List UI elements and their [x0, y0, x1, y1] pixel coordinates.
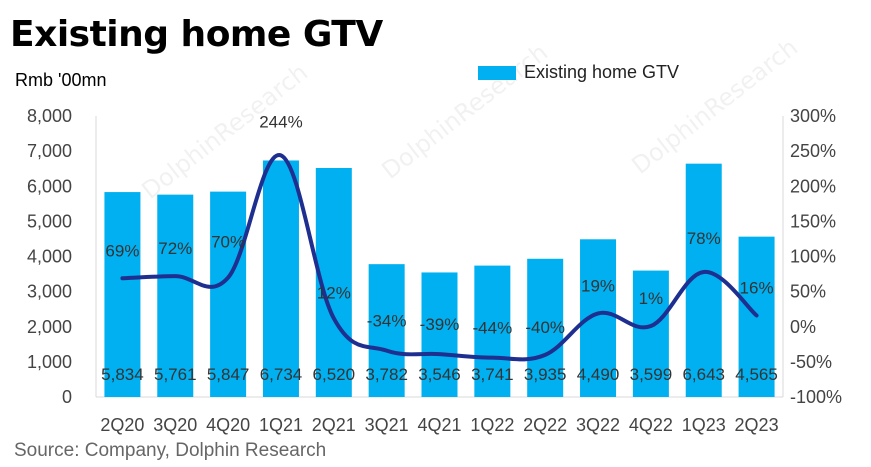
- bar-data-label: 3,599: [630, 365, 673, 384]
- bar-1Q21: [262, 160, 299, 397]
- right-axis-tick-label: 250%: [790, 141, 836, 161]
- source-note: Source: Company, Dolphin Research: [14, 440, 327, 461]
- bar-data-label: 3,935: [524, 365, 567, 384]
- bar-4Q22: [632, 270, 669, 397]
- x-axis-tick-label: 2Q20: [100, 415, 144, 435]
- bar-3Q20: [157, 194, 194, 397]
- x-axis-tick-label: 2Q21: [312, 415, 356, 435]
- right-axis-tick-label: 150%: [790, 211, 836, 231]
- line-data-label: -34%: [367, 312, 407, 331]
- legend-label: Existing home GTV: [524, 62, 680, 82]
- line-data-label: -40%: [525, 318, 565, 337]
- line-data-label: 72%: [158, 239, 192, 258]
- left-axis-tick-label: 8,000: [27, 106, 72, 126]
- left-axis-tick-label: 3,000: [27, 282, 72, 302]
- bar-2Q22: [527, 258, 564, 397]
- bar-data-label: 6,520: [313, 365, 356, 384]
- left-axis-tick-label: 5,000: [27, 211, 72, 231]
- yoy-growth-line: [120, 153, 759, 362]
- left-axis-tick-label: 6,000: [27, 176, 72, 196]
- legend-swatch: [478, 65, 516, 80]
- left-axis-tick-label: 4,000: [27, 247, 72, 267]
- left-axis-tick-label: 7,000: [27, 141, 72, 161]
- line-data-label: 69%: [105, 241, 139, 260]
- bar-1Q22: [474, 265, 511, 397]
- bar-data-label: 3,782: [365, 365, 408, 384]
- x-axis-tick-label: 3Q22: [576, 415, 620, 435]
- x-axis-tick-label: 4Q20: [206, 415, 250, 435]
- right-axis-tick-label: 200%: [790, 176, 836, 196]
- line-data-label: 16%: [740, 279, 774, 298]
- right-axis-tick-label: 50%: [790, 282, 826, 302]
- bar-2Q20: [104, 192, 141, 397]
- bar-data-label: 6,734: [260, 365, 303, 384]
- bar-data-label: 4,490: [577, 365, 620, 384]
- right-axis-tick-label: 100%: [790, 247, 836, 267]
- x-axis-tick-label: 3Q21: [365, 415, 409, 435]
- line-data-label: 19%: [581, 276, 615, 295]
- x-axis-tick-label: 1Q21: [259, 415, 303, 435]
- right-axis-tick-label: 300%: [790, 106, 836, 126]
- line-data-label: 12%: [317, 283, 351, 302]
- left-axis-tick-label: 2,000: [27, 317, 72, 337]
- x-axis-tick-label: 3Q20: [153, 415, 197, 435]
- line-data-label: 70%: [211, 233, 245, 252]
- x-axis-tick-label: 2Q22: [523, 415, 567, 435]
- bar-data-label: 5,834: [101, 365, 144, 384]
- right-axis-tick-label: -50%: [790, 352, 832, 372]
- bar-4Q20: [210, 191, 247, 397]
- x-axis-tick-label: 1Q23: [682, 415, 726, 435]
- bar-3Q21: [368, 264, 405, 397]
- bar-data-label: 4,565: [735, 365, 778, 384]
- bar-data-label: 3,546: [418, 365, 461, 384]
- bar-data-label: 6,643: [682, 365, 725, 384]
- left-axis-tick-label: 1,000: [27, 352, 72, 372]
- left-axis-tick-label: 0: [62, 387, 72, 407]
- bar-data-label: 3,741: [471, 365, 514, 384]
- bar-data-label: 5,761: [154, 365, 197, 384]
- line-data-label: 244%: [259, 112, 302, 131]
- bar-4Q21: [421, 272, 458, 397]
- left-axis-unit-label: Rmb '00mn: [15, 70, 107, 90]
- chart-legend: Existing home GTV: [478, 62, 679, 83]
- x-axis-tick-label: 1Q22: [470, 415, 514, 435]
- x-axis-tick-label: 4Q22: [629, 415, 673, 435]
- x-axis-tick-label: 4Q21: [417, 415, 461, 435]
- line-data-label: -44%: [473, 319, 513, 338]
- watermark-text: DolphinResearch: [626, 33, 803, 180]
- line-data-label: 1%: [639, 289, 664, 308]
- x-axis-tick-label: 2Q23: [735, 415, 779, 435]
- right-axis-tick-label: 0%: [790, 317, 816, 337]
- bar-data-label: 5,847: [207, 365, 250, 384]
- watermark-text: DolphinResearch: [376, 38, 553, 185]
- line-data-label: 78%: [687, 229, 721, 248]
- line-data-label: -39%: [420, 315, 460, 334]
- right-axis-tick-label: -100%: [790, 387, 842, 407]
- chart-title: Existing home GTV: [10, 14, 383, 55]
